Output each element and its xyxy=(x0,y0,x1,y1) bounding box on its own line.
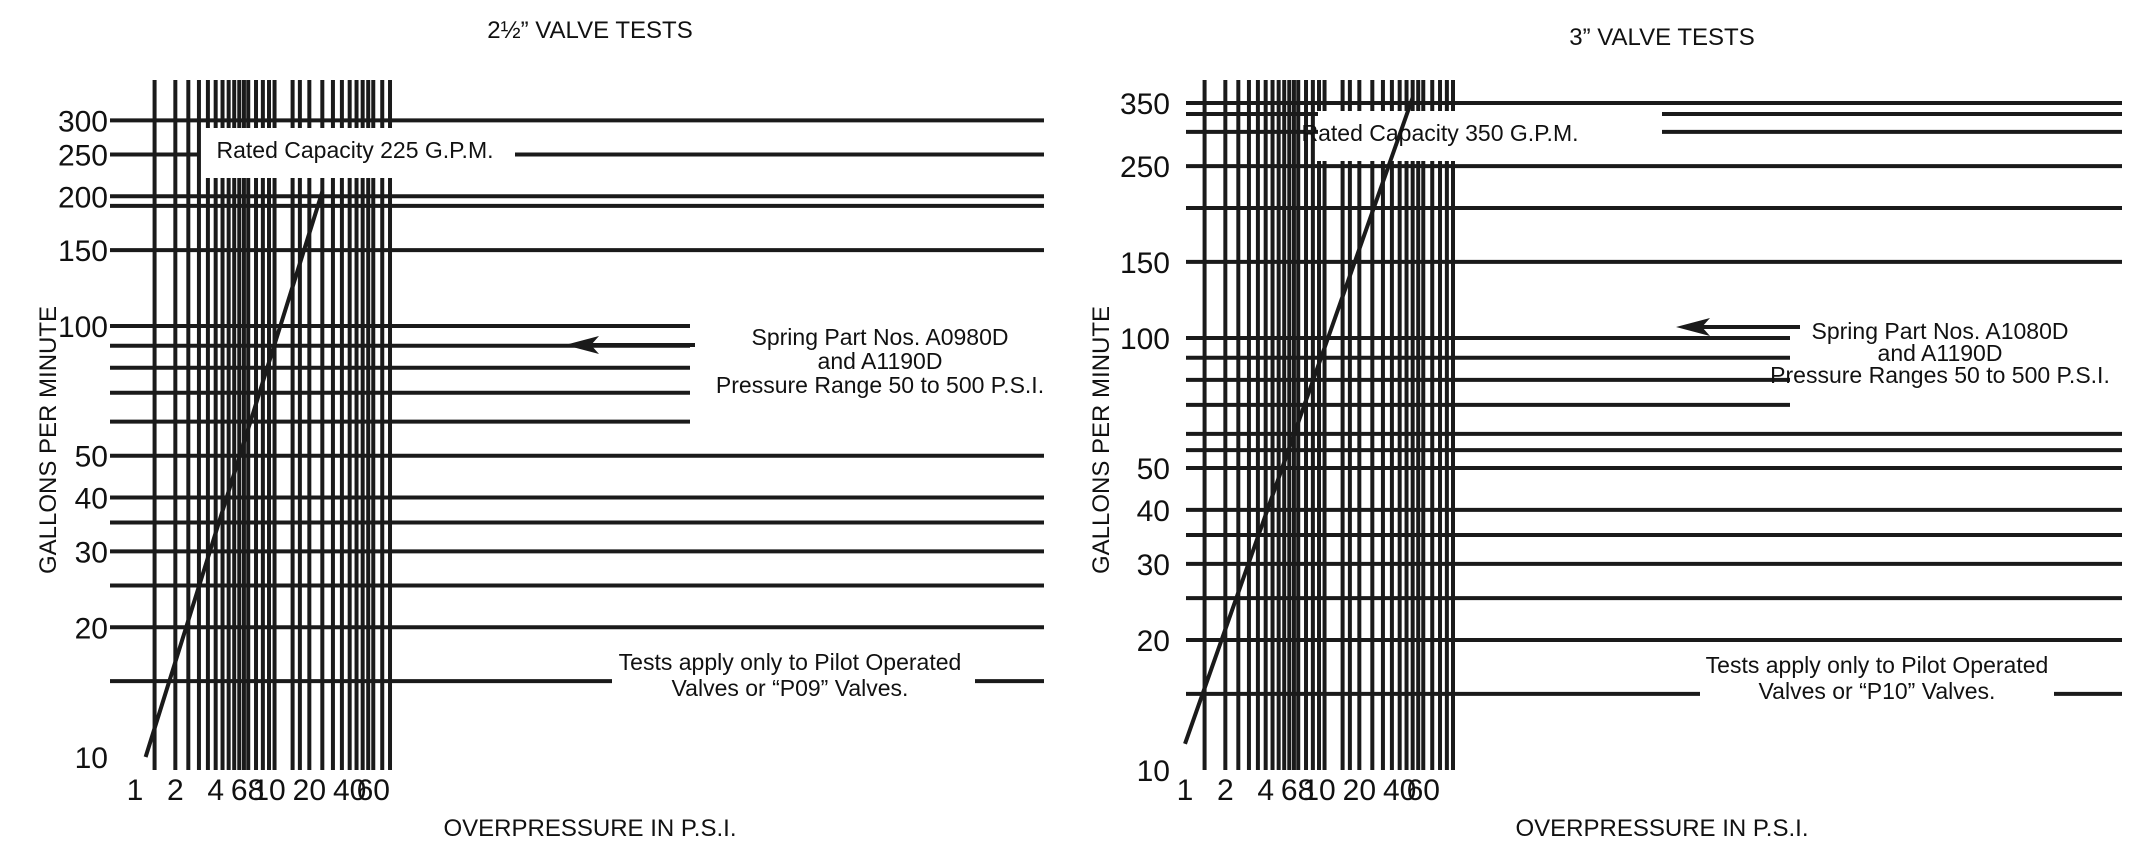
y-tick-label: 150 xyxy=(1120,247,1170,280)
spring-part-label: Spring Part Nos. A1080D xyxy=(1812,318,2069,344)
y-tick-label: 200 xyxy=(58,181,108,214)
pointer-arrow-head xyxy=(1676,318,1710,336)
y-tick-label: 30 xyxy=(1137,549,1170,582)
x-tick-label: 6 xyxy=(1281,774,1298,807)
x-tick-label: 4 xyxy=(1257,774,1274,807)
chart-title: 3” VALVE TESTS xyxy=(1569,24,1754,51)
x-tick-label: 10 xyxy=(252,774,285,807)
x-tick-label: 1 xyxy=(127,774,144,807)
y-tick-label: 40 xyxy=(75,483,108,516)
y-tick-label: 250 xyxy=(58,139,108,172)
chart-title: 2½” VALVE TESTS xyxy=(487,17,692,44)
x-tick-label: 10 xyxy=(1302,774,1335,807)
y-tick-label: 50 xyxy=(1137,453,1170,486)
capacity-line xyxy=(1183,97,1415,745)
spring-part-label: and A1190D xyxy=(818,348,943,374)
x-tick-label: 20 xyxy=(293,774,326,807)
chart-3-inch-valve: 3” VALVE TESTS OVERPRESSURE IN P.S.I. GALL… xyxy=(1088,24,2122,842)
y-tick-label: 100 xyxy=(1120,323,1170,356)
y-tick-label: 20 xyxy=(75,612,108,645)
x-tick-label: 8 xyxy=(1298,774,1315,807)
x-tick-label: 1 xyxy=(1177,774,1194,807)
y-tick-label: 40 xyxy=(1137,495,1170,528)
y-tick-label: 10 xyxy=(75,742,108,775)
x-tick-label: 4 xyxy=(207,774,224,807)
y-tick-label: 20 xyxy=(1137,625,1170,658)
x-tick-label: 8 xyxy=(248,774,265,807)
x-tick-label: 20 xyxy=(1343,774,1376,807)
x-axis-label: OVERPRESSURE IN P.S.I. xyxy=(444,815,737,842)
y-tick-label: 10 xyxy=(1137,755,1170,788)
spring-part-label: Pressure Range 50 to 500 P.S.I. xyxy=(716,372,1044,398)
y-axis-label: GALLONS PER MINUTE xyxy=(1088,306,1115,574)
pointer-arrow-head xyxy=(565,336,599,354)
x-tick-label: 2 xyxy=(1217,774,1234,807)
tests-note-label: Tests apply only to Pilot Operated xyxy=(1706,652,2049,678)
y-tick-label: 150 xyxy=(58,235,108,268)
spring-part-label: and A1190D xyxy=(1878,340,2003,366)
x-tick-label: 40 xyxy=(333,774,366,807)
y-axis-label: GALLONS PER MINUTE xyxy=(35,306,62,574)
y-tick-label: 300 xyxy=(58,105,108,138)
y-tick-label: 30 xyxy=(75,536,108,569)
tests-note-label: Valves or “P09” Valves. xyxy=(672,675,909,701)
capacity-line xyxy=(143,191,325,758)
x-tick-label: 6 xyxy=(231,774,248,807)
tests-note-label: Valves or “P10” Valves. xyxy=(1759,678,1996,704)
x-axis-label: OVERPRESSURE IN P.S.I. xyxy=(1516,815,1809,842)
chart-2-5-inch-valve: 2½” VALVE TESTS OVERPRESSURE IN P.S.I. GAL… xyxy=(35,17,1044,842)
y-tick-label: 250 xyxy=(1120,151,1170,184)
spring-part-label: Pressure Ranges 50 to 500 P.S.I. xyxy=(1770,362,2110,388)
rated-capacity-label: Rated Capacity 350 G.P.M. xyxy=(1302,120,1579,146)
x-tick-label: 40 xyxy=(1383,774,1416,807)
x-tick-label: 60 xyxy=(357,774,390,807)
y-tick-label: 50 xyxy=(75,441,108,474)
x-tick-label: 60 xyxy=(1407,774,1440,807)
rated-capacity-label: Rated Capacity 225 G.P.M. xyxy=(217,137,494,163)
tests-note-label: Tests apply only to Pilot Operated xyxy=(619,649,962,675)
y-tick-label: 350 xyxy=(1120,88,1170,121)
spring-part-label: Spring Part Nos. A0980D xyxy=(752,324,1009,350)
y-tick-label: 100 xyxy=(58,311,108,344)
x-tick-label: 2 xyxy=(167,774,184,807)
